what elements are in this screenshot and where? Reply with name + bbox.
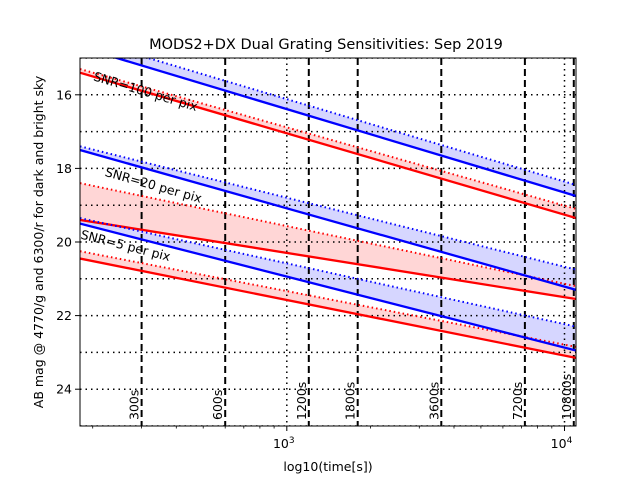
y-tick-label: 16 — [56, 87, 72, 102]
red-dark-line — [80, 257, 576, 360]
blue-bright-line — [80, 217, 576, 328]
red-bright-line — [80, 250, 576, 348]
y-axis-label: AB mag @ 4770/g and 6300/r for dark and … — [31, 75, 46, 408]
exposure-label: 1800s — [343, 382, 358, 420]
red-bright-line — [80, 182, 576, 288]
blue-dark-line — [112, 58, 576, 198]
y-tick-label: 22 — [56, 308, 72, 323]
chart-title: MODS2+DX Dual Grating Sensitivities: Sep… — [149, 37, 503, 53]
exposure-label: 10800s — [559, 374, 574, 420]
red-band — [80, 251, 576, 358]
y-tick-label: 18 — [56, 161, 72, 176]
blue-dark-line — [80, 148, 576, 291]
exposure-label: 300s — [127, 390, 142, 420]
exposure-label: 7200s — [510, 382, 525, 420]
grid — [80, 58, 576, 426]
x-axis-label: log10(time[s]) — [283, 459, 372, 474]
exposure-label: 600s — [210, 390, 225, 420]
x-tick-label: 103 — [273, 436, 295, 451]
exposure-label: 3600s — [426, 382, 441, 420]
y-tick-label: 20 — [56, 235, 72, 250]
red-dark-line — [80, 71, 576, 220]
red-dark-line — [80, 218, 576, 301]
blue-band — [80, 218, 576, 351]
exposure-label: 1200s — [294, 382, 309, 420]
x-tick-label: 104 — [551, 436, 573, 451]
red-band — [80, 183, 576, 300]
blue-bright-line — [144, 58, 576, 186]
y-tick-label: 24 — [56, 382, 72, 397]
blue-band — [116, 58, 576, 196]
ticks: 16 18 20 22 24 103 104 — [56, 87, 572, 451]
series-lines — [80, 58, 576, 360]
blue-dark-line — [80, 222, 576, 352]
red-bright-line — [80, 68, 576, 210]
